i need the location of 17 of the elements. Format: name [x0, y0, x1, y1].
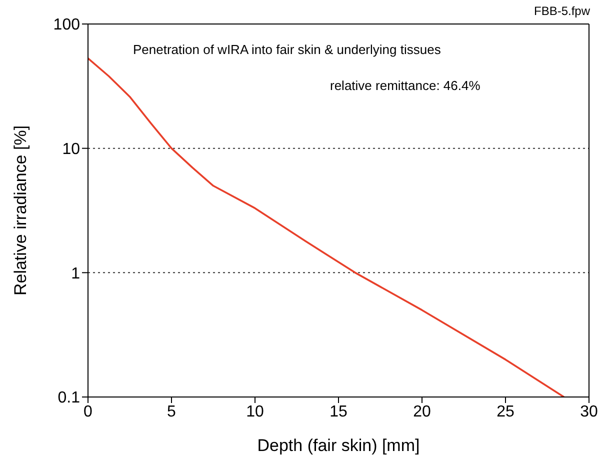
line-series — [88, 57, 565, 397]
x-tick-label: 5 — [167, 403, 176, 420]
text: Penetration of wIRA into fair skin & underlying tissues — [133, 42, 441, 57]
y-tick-label: 100 — [53, 16, 80, 34]
y-tick-label: 0.1 — [58, 390, 80, 407]
x-tick-label: 10 — [246, 403, 264, 420]
x-tick-label: 30 — [580, 403, 598, 420]
x-tick-label: 0 — [84, 403, 93, 420]
x-tick-label: 20 — [413, 403, 431, 420]
y-tick-label: 1 — [71, 265, 80, 282]
x-tick-label: 25 — [496, 403, 514, 420]
annotation: relative remittance: 46.4% — [330, 78, 480, 93]
x-axis-title: Depth (fair skin) [mm] — [257, 436, 420, 455]
x-tick-label: 15 — [330, 403, 348, 420]
y-axis-title: Relative irradiance [%] — [11, 125, 30, 296]
y-tick-label: 10 — [62, 141, 80, 158]
text: FBB-5.fpw — [534, 4, 590, 18]
